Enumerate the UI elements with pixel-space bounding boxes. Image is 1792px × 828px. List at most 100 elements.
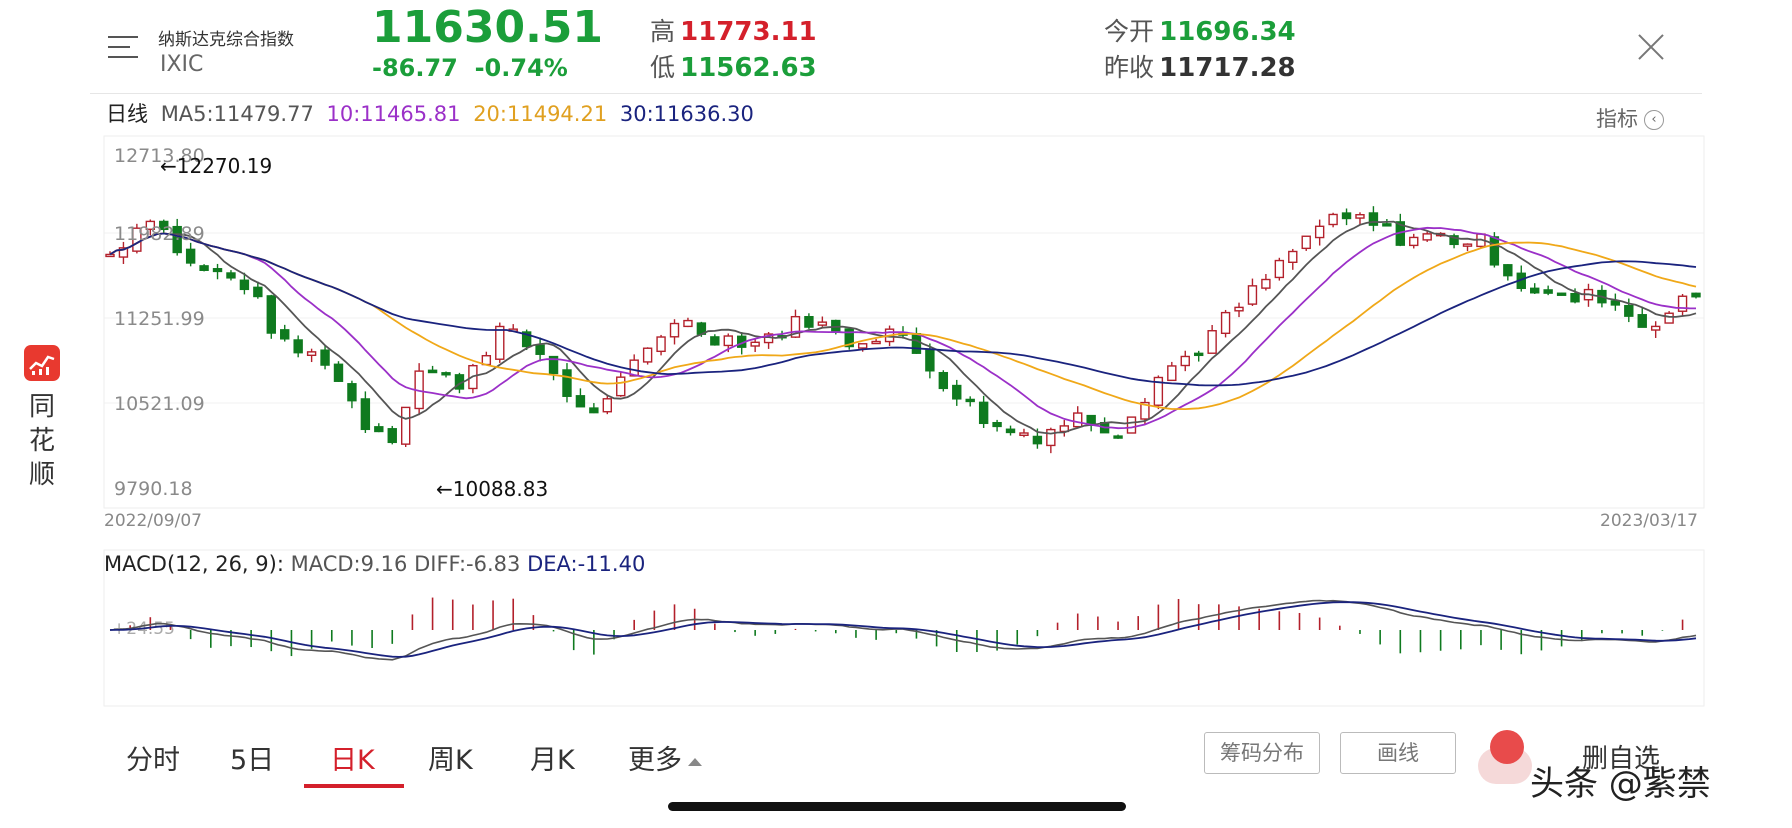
candle-body [1073,412,1083,428]
macd-legend: MACD(12, 26, 9): MACD:9.16 DIFF:-6.83 DE… [104,552,645,576]
price-change: -86.77 -0.74% [372,54,568,82]
candle-body [616,376,626,397]
candle-body [938,371,949,390]
app-name: 同 花 顺 [22,390,62,492]
candle-body [1341,212,1352,220]
tab-intraday[interactable]: 分时 [126,745,180,776]
app-logo-icon[interactable] [24,345,60,381]
change-percent: -0.74% [474,54,568,82]
candle-body [1355,214,1365,219]
candle-body [1234,306,1244,312]
candle-body [521,331,532,348]
menu-icon[interactable] [108,34,138,60]
macd-panel[interactable]: +24.55 [103,549,1705,707]
home-indicator[interactable] [668,802,1126,811]
start-date: 2022/09/07 [104,511,202,531]
candle-body [817,321,828,326]
open-value: 11696.34 [1159,17,1296,47]
candle-body [535,344,545,355]
macd-lines [109,599,1697,661]
candle-body [347,383,357,402]
y-tick-label: 9790.18 [114,478,193,500]
candle-body [132,227,142,252]
candle-body [360,398,371,431]
candle-body [790,315,801,338]
app-name-char: 花 [28,426,55,456]
ma20-value: 20:11494.21 [473,102,608,126]
y-tick-label: 11251.99 [114,308,205,330]
low-row: 低 11562.63 [650,48,817,84]
candle-body [185,248,196,264]
app-sidebar [0,0,80,828]
candle-body [1503,264,1513,277]
chips-distribution-button[interactable]: 筹码分布 [1204,732,1320,774]
diff-value: DIFF:-6.83 [414,552,521,576]
candle-body [1126,416,1137,434]
tab-5day[interactable]: 5日 [230,745,275,776]
open-label: 今开 [1104,17,1155,46]
candle-body [1167,365,1177,382]
tab-more-label: 更多 [628,745,682,776]
dea-value: DEA:-11.40 [527,552,646,576]
high-value: 11773.11 [680,17,817,47]
candle-body [1664,312,1674,324]
draw-line-button[interactable]: 画线 [1340,732,1456,774]
ma20-line [109,232,1697,411]
candle-body [320,349,330,366]
tab-daily-k[interactable]: 日K [330,745,375,776]
candle-body [602,398,613,413]
candle-body [1314,225,1325,239]
high-row: 高 11773.11 [650,12,817,48]
candle-body [589,407,599,414]
prev-close-value: 11717.28 [1159,53,1296,83]
y-tick-label: 12713.80 [114,145,205,167]
candle-body [683,319,693,328]
candle-body [1691,292,1701,298]
candle-body [1220,311,1231,335]
low-value: 11562.63 [680,53,817,83]
candle-body [145,220,156,230]
dea-line [109,601,1697,658]
caret-up-icon [688,757,702,766]
chevron-left-icon: ‹ [1644,110,1664,130]
tab-weekly-k[interactable]: 周K [428,745,473,776]
candle-body [266,295,276,334]
candle-body [495,325,505,360]
ma-legend: 日线 MA5:11479.77 10:11465.81 20:11494.21 … [106,98,760,128]
ma30-value: 30:11636.30 [619,102,754,126]
remove-favorite-button[interactable]: 删自选 [1582,744,1661,774]
candle-body [333,363,344,382]
candle-body [400,406,411,445]
candle-body [1153,376,1164,406]
prev-close-row: 昨收 11717.28 [1104,48,1296,84]
candle-body [831,319,841,332]
indicator-button[interactable]: 指标 ‹ [1596,103,1664,133]
candle-body [441,372,451,376]
candle-body [306,351,317,357]
favorite-toggle-icon[interactable] [1490,730,1524,764]
open-row: 今开 11696.34 [1104,12,1296,48]
candle-body [427,369,438,374]
candle-body [1530,287,1540,294]
candle-body [844,328,854,348]
candle-body [105,253,115,258]
change-value: -86.77 [372,54,458,82]
app-name-char: 顺 [28,460,55,490]
active-tab-indicator [304,784,404,788]
tab-monthly-k[interactable]: 月K [530,745,575,776]
candle-body [1462,243,1473,247]
tab-more[interactable]: 更多 [628,738,702,777]
high-label: 高 [650,17,676,46]
candle-body [710,336,720,346]
ma5-value: MA5:11479.77 [160,102,314,126]
candle-body [669,322,680,338]
candle-body [1059,425,1069,433]
kchart-panel[interactable]: 12713.8011982.8911251.9910521.099790.18 … [103,135,1705,531]
candle-body [1261,278,1271,289]
app-name-char: 同 [28,392,55,422]
y-tick-label: 11982.89 [114,223,205,245]
candle-body [548,355,559,375]
candle-body [992,421,1002,428]
candle-body [280,329,290,340]
